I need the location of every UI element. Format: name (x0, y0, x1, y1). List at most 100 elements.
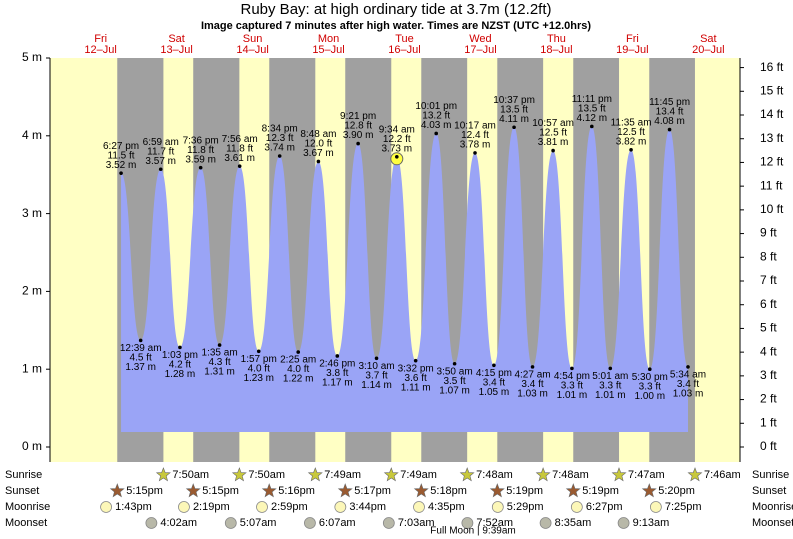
extreme-dot (413, 358, 418, 363)
row-time: 7:48am (476, 469, 513, 481)
current-marker (390, 152, 404, 166)
y-tick-label: 1 m (22, 361, 42, 375)
ft-label: 3.3 ft (599, 381, 621, 392)
ft-label: 4.3 ft (208, 357, 230, 368)
moonrise-icon (100, 501, 112, 513)
ft-label: 12.5 ft (617, 127, 645, 138)
time-label: 1:57 pm (241, 354, 277, 365)
y2-tick-label: 13 ft (760, 131, 784, 145)
extreme-dot (296, 350, 301, 354)
ft-label: 13.5 ft (578, 104, 606, 115)
y2-tick-label: 12 ft (760, 155, 784, 169)
time-label: 3:10 am (358, 361, 394, 372)
y2-tick-label: 1 ft (760, 415, 777, 429)
value-label: 3.90 m (343, 130, 374, 141)
time-label: 10:17 am (454, 121, 496, 132)
row-label-right: Sunrise (752, 469, 789, 481)
date-label: 19–Jul (616, 44, 648, 56)
time-label: 4:54 pm (554, 371, 590, 382)
extreme-dot (138, 338, 143, 343)
sunset-icon (185, 483, 201, 498)
value-label: 3.52 m (106, 160, 137, 171)
ft-label: 3.4 ft (483, 377, 505, 388)
moonset-icon (461, 517, 474, 529)
value-label: 3.57 m (145, 156, 176, 167)
time-label: 1:03 pm (162, 350, 198, 361)
day-label: Tue (395, 33, 414, 45)
date-label: 14–Jul (236, 44, 268, 56)
row-time: 6:27pm (586, 501, 623, 513)
day-label: Sat (700, 33, 717, 45)
date-label: 18–Jul (540, 44, 572, 56)
extreme-dot (277, 154, 282, 158)
time-label: 8:34 pm (262, 124, 298, 135)
value-label: 3.73 m (382, 143, 413, 154)
extreme-dot (316, 159, 321, 164)
value-label: 1.28 m (165, 369, 196, 380)
value-label: 4.08 m (654, 116, 685, 127)
date-label: 15–Jul (312, 44, 344, 56)
date-label: 16–Jul (388, 44, 420, 56)
row-time: 7:49am (400, 469, 437, 481)
time-label: 11:35 am (611, 117, 652, 128)
time-label: 9:21 pm (340, 111, 376, 122)
ft-label: 12.5 ft (539, 128, 567, 139)
ft-label: 12.3 ft (266, 133, 294, 144)
time-label: 11:45 pm (649, 97, 690, 108)
value-label: 1.01 m (557, 390, 588, 401)
moonrise-icon (570, 501, 583, 513)
value-label: 4.12 m (577, 113, 608, 124)
sunset-icon (261, 483, 277, 498)
date-label: 12–Jul (84, 44, 116, 56)
ft-label: 4.0 ft (287, 364, 309, 375)
sunrise-icon (459, 467, 475, 482)
value-label: 1.23 m (243, 373, 274, 384)
moonrise-icon (256, 501, 268, 513)
extreme-dot (198, 165, 203, 170)
row-time: 3:44pm (349, 501, 386, 513)
moonset-icon (617, 517, 630, 529)
row-time: 5:18pm (430, 485, 467, 497)
value-label: 1.14 m (361, 380, 392, 391)
extreme-dot (256, 349, 261, 354)
row-label: Moonset (5, 517, 47, 529)
value-label: 1.03 m (517, 389, 548, 400)
row-time: 4:02am (160, 517, 197, 529)
sunrise-icon (383, 467, 399, 482)
day-label: Thu (547, 33, 566, 45)
y-tick-label: 2 m (22, 284, 42, 298)
value-label: 3.67 m (303, 148, 334, 159)
row-time: 7:50am (248, 469, 285, 481)
time-label: 6:59 am (143, 137, 179, 148)
row-time: 2:19pm (193, 501, 230, 513)
time-label: 2:46 pm (319, 359, 355, 370)
extreme-dot (473, 151, 477, 155)
sunrise-icon (687, 467, 703, 482)
time-label: 12:39 am (120, 343, 162, 354)
row-time: 7:47am (628, 469, 665, 481)
ft-label: 12.0 ft (304, 139, 332, 150)
row-time: 7:50am (172, 469, 209, 481)
time-label: 6:27 pm (103, 141, 139, 152)
ft-label: 3.4 ft (677, 379, 699, 390)
row-label: Sunrise (5, 469, 42, 481)
moonset-icon (539, 517, 552, 529)
water-area (121, 126, 688, 433)
row-label-right: Sunset (752, 485, 786, 497)
row-time: 5:16pm (278, 485, 315, 497)
ft-label: 4.0 ft (248, 363, 270, 374)
value-label: 3.74 m (264, 143, 295, 154)
moonset-icon (224, 517, 237, 529)
moonrise-icon (649, 501, 662, 513)
value-label: 3.82 m (616, 136, 647, 147)
date-label: 20–Jul (692, 44, 724, 56)
ft-label: 11.8 ft (187, 145, 214, 156)
row-time: 5:07am (240, 517, 277, 529)
time-label: 3:50 am (437, 366, 473, 377)
extreme-dot (530, 365, 535, 369)
y-tick-label: 0 m (22, 439, 42, 453)
row-time: 5:15pm (202, 485, 239, 497)
y2-tick-label: 11 ft (760, 178, 783, 192)
ft-label: 3.6 ft (405, 373, 427, 384)
moonrise-icon (491, 501, 504, 513)
